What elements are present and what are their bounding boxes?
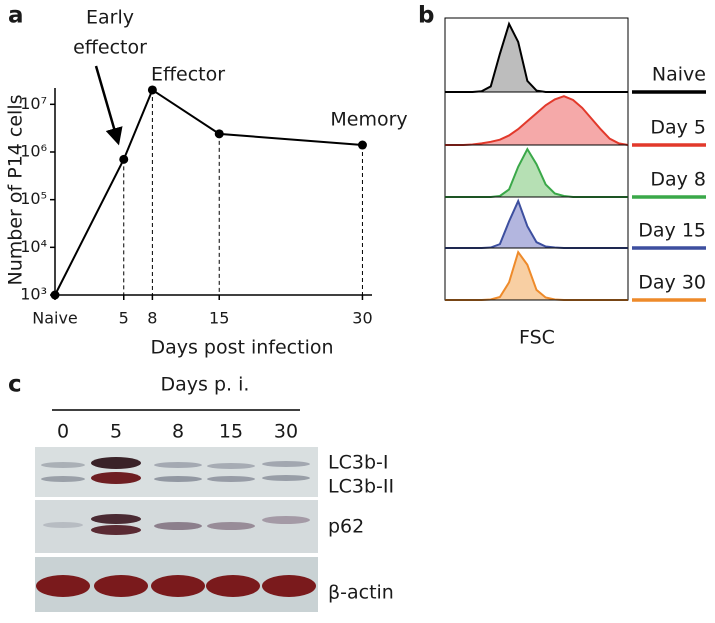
x-tick-label: 8 <box>147 309 157 328</box>
band-label: p62 <box>328 516 364 538</box>
band-label: LC3b-II <box>328 476 394 498</box>
x-tick-label: 5 <box>119 309 129 328</box>
blot-title: Days p. i. <box>161 374 250 396</box>
x-axis-label: Days post infection <box>150 337 333 359</box>
point <box>214 129 224 139</box>
y-tick-label: 10⁵ <box>20 189 47 208</box>
legend-label: Day 5 <box>650 117 706 139</box>
area-line <box>445 95 629 146</box>
x-axis-label: FSC <box>519 327 555 349</box>
y-axis-label: Number of P14 cells <box>5 95 27 286</box>
point <box>357 140 367 150</box>
blot-image <box>35 447 318 612</box>
y-tick-label: 10³ <box>20 285 47 304</box>
legend-label: Day 15 <box>638 220 706 242</box>
plot-frame <box>444 17 629 301</box>
y-tick-label: 10⁷ <box>20 94 47 113</box>
area-fill <box>445 96 628 145</box>
annotation: Early <box>86 7 134 29</box>
band-label: β-actin <box>328 582 394 604</box>
legend-label: Naive <box>652 64 706 86</box>
y-tick-label: 10⁶ <box>20 141 47 160</box>
point <box>119 154 129 164</box>
legend-label: Day 8 <box>650 169 706 191</box>
panel-letter: b <box>418 3 434 29</box>
annotation: Effector <box>151 64 225 86</box>
area-fill <box>445 23 628 93</box>
line <box>54 88 363 296</box>
lane-label: 0 <box>57 421 69 443</box>
band-label: LC3b-I <box>328 452 388 474</box>
x-tick-label: Naive <box>32 309 78 328</box>
area-line <box>445 198 628 249</box>
annotation: effector <box>73 37 147 59</box>
lane-label: 8 <box>172 421 184 443</box>
panel-letter: a <box>8 3 24 29</box>
x-tick-label: 15 <box>209 309 229 328</box>
panel-letter: c <box>8 372 22 398</box>
legend-label: Day 30 <box>638 272 706 294</box>
y-tick-label: 10⁴ <box>20 237 47 256</box>
annotation: Memory <box>330 109 407 131</box>
point <box>147 85 157 95</box>
x-tick-label: 30 <box>352 309 372 328</box>
arrow <box>94 65 123 146</box>
lane-label: 30 <box>274 421 298 443</box>
area-fill <box>445 149 628 197</box>
point <box>50 290 60 300</box>
area-line <box>445 21 628 93</box>
lane-label: 15 <box>219 421 243 443</box>
lane-label: 5 <box>110 421 122 443</box>
area-fill <box>445 252 628 300</box>
